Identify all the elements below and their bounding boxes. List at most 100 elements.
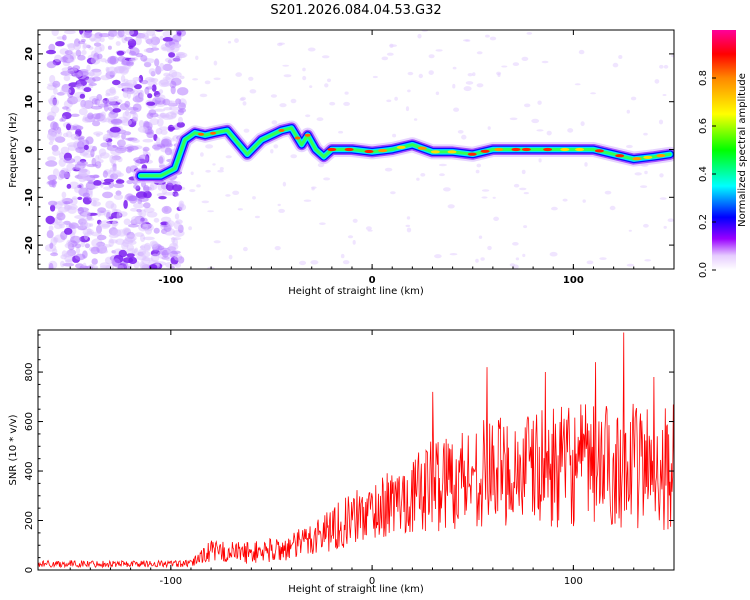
noise-blob [60, 146, 70, 155]
noise-blob [205, 144, 214, 149]
noise-blob [537, 100, 542, 105]
noise-blob [143, 202, 151, 209]
noise-blob [120, 140, 126, 147]
noise-blob [612, 62, 619, 68]
noise-blob [107, 55, 119, 65]
noise-blob [305, 114, 311, 118]
noise-blob [309, 85, 313, 88]
noise-blob [343, 101, 350, 106]
snr-ylabel: SNR (10 * v/v) [8, 414, 19, 485]
noise-blob [156, 192, 165, 197]
noise-blob [453, 107, 460, 112]
ridge-peak [632, 157, 642, 161]
noise-blob [48, 262, 54, 269]
noise-blob [586, 260, 594, 265]
ridge-peak [430, 150, 440, 154]
noise-blob [80, 100, 92, 110]
ridge-peak [294, 136, 301, 140]
noise-blob [117, 156, 123, 163]
noise-blob [83, 217, 95, 221]
y-tick-label: 200 [24, 511, 35, 530]
noise-blob [155, 137, 161, 145]
noise-blob [62, 132, 69, 138]
noise-blob [71, 196, 78, 200]
noise-blob [311, 187, 315, 191]
noise-blob [487, 126, 491, 130]
noise-blob [105, 66, 110, 72]
noise-blob [89, 70, 94, 77]
noise-blob [270, 149, 274, 154]
noise-blob [278, 208, 285, 213]
noise-blob [476, 163, 482, 168]
noise-blob [574, 83, 581, 86]
noise-blob [644, 170, 648, 175]
noise-blob [475, 169, 480, 174]
noise-blob [94, 46, 103, 53]
noise-blob [84, 243, 90, 249]
noise-blob [113, 183, 125, 189]
noise-blob [321, 55, 330, 59]
noise-blob [347, 235, 354, 239]
noise-blob [88, 82, 97, 86]
noise-blob [140, 55, 148, 62]
noise-blob [66, 58, 75, 63]
x-tick-label: 100 [564, 576, 583, 587]
noise-blob [92, 199, 97, 207]
noise-blob [476, 51, 483, 55]
noise-blob [93, 180, 102, 186]
noise-blob [626, 263, 635, 267]
noise-blob [344, 91, 349, 95]
ridge-peak [344, 147, 354, 152]
noise-blob [52, 168, 60, 177]
noise-blob [86, 185, 99, 189]
noise-blob [365, 226, 372, 231]
noise-blob [54, 54, 62, 62]
noise-blob [307, 47, 316, 52]
noise-blob [83, 31, 92, 39]
noise-blob [634, 172, 642, 176]
noise-blob [663, 64, 669, 69]
ridge-peak [511, 147, 521, 152]
ridge-peak [447, 150, 457, 154]
noise-blob [130, 207, 138, 212]
noise-blob [113, 133, 121, 139]
noise-blob [98, 33, 111, 38]
noise-blob [103, 186, 112, 190]
noise-blob [74, 243, 82, 249]
noise-blob [172, 237, 178, 247]
noise-blob [155, 94, 166, 101]
noise-blob [162, 31, 173, 38]
noise-blob [118, 211, 128, 217]
snr-xlabel: Height of straight line (km) [288, 584, 424, 595]
noise-blob [130, 57, 138, 61]
y-tick-label: 20 [24, 47, 35, 61]
ridge-peak [364, 149, 374, 154]
noise-blob [128, 195, 138, 204]
noise-blob [407, 89, 411, 93]
noise-blob [541, 60, 549, 64]
noise-blob [168, 44, 180, 53]
noise-blob [407, 71, 414, 76]
noise-blob [143, 184, 150, 193]
noise-blob [418, 73, 423, 79]
noise-blob [659, 64, 664, 69]
noise-blob [515, 257, 520, 261]
noise-blob [139, 245, 146, 249]
noise-blob [472, 72, 476, 77]
noise-blob [232, 190, 240, 195]
noise-blob [95, 133, 101, 137]
noise-blob [139, 217, 148, 224]
noise-blob [160, 129, 168, 135]
noise-blob [142, 138, 154, 143]
noise-blob [290, 154, 298, 159]
noise-blob [644, 259, 652, 262]
noise-blob [162, 63, 173, 71]
noise-blob [199, 93, 208, 98]
noise-blob [604, 190, 612, 195]
noise-blob [139, 250, 151, 258]
noise-blob [239, 97, 245, 101]
noise-blob [168, 52, 176, 58]
colorbar: 0.0 0.2 0.4 0.6 0.8 Normalized spectral ampl… [698, 30, 748, 278]
ridge-peak [467, 152, 477, 156]
